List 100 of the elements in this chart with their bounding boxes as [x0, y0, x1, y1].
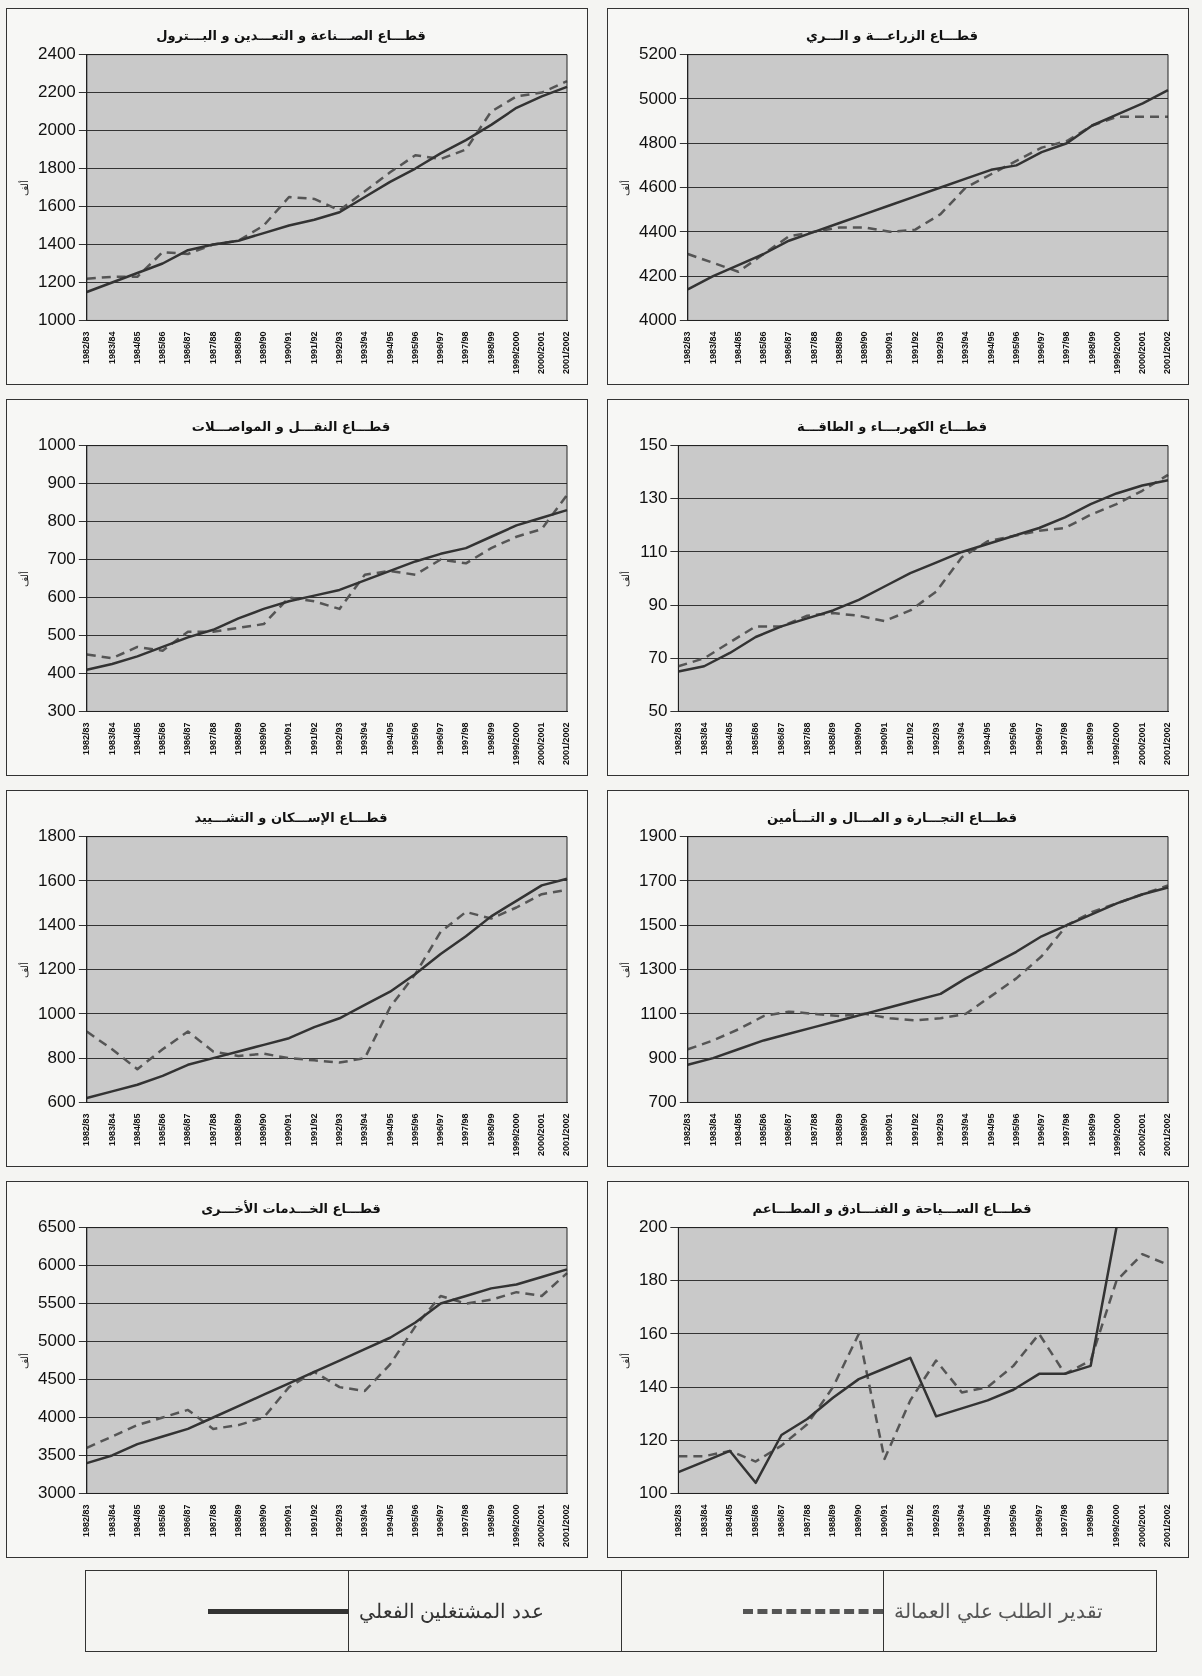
- x-tick-label: 1985/86: [157, 1113, 168, 1146]
- y-tick-label: 1000: [37, 435, 76, 455]
- y-axis-title: ألف: [17, 570, 30, 587]
- x-tick-label: 1984/85: [732, 1113, 743, 1146]
- x-tick-label: 1993/94: [359, 1113, 370, 1146]
- x-tick-label: 1989/90: [258, 1504, 269, 1537]
- x-tick-label: 1996/97: [435, 1504, 446, 1537]
- x-tick-label: 2001/2002: [1162, 331, 1173, 374]
- x-tick-label: 1992/93: [930, 722, 941, 755]
- x-tick-label: 1990/91: [283, 1504, 294, 1537]
- x-tick-label: 1986/87: [182, 331, 193, 364]
- x-tick-label: 1987/88: [207, 331, 218, 364]
- y-tick-label: 150: [638, 435, 668, 455]
- x-tick-label: 1991/92: [308, 1113, 319, 1146]
- x-tick-label: 1993/94: [359, 1504, 370, 1537]
- x-tick-label: 1994/95: [982, 1504, 993, 1537]
- x-tick-label: 1995/96: [1010, 1113, 1021, 1146]
- y-axis-title: ألف: [17, 961, 30, 978]
- x-tick-label: 1992/93: [935, 331, 946, 364]
- y-tick-label: 3500: [37, 1445, 76, 1465]
- chart-title: قطـــاع الزراعـــة و الـــري: [805, 28, 979, 44]
- x-tick-label: 1990/91: [283, 1113, 294, 1146]
- y-tick-label: 100: [638, 1483, 668, 1503]
- y-tick-label: 900: [648, 1047, 677, 1067]
- y-tick-label: 110: [640, 541, 668, 561]
- x-tick-label: 2000/2001: [1137, 331, 1148, 374]
- y-tick-label: 1500: [638, 914, 677, 934]
- x-tick-label: 1988/89: [833, 1113, 844, 1146]
- y-tick-label: 180: [638, 1270, 668, 1290]
- x-tick-label: 1990/91: [884, 331, 895, 364]
- x-tick-label: 1991/92: [909, 1113, 920, 1146]
- x-tick-label: 1985/86: [157, 1504, 168, 1537]
- x-tick-label: 1988/89: [232, 1504, 243, 1537]
- x-tick-label: 1982/83: [682, 1113, 693, 1146]
- x-tick-label: 1986/87: [182, 1504, 193, 1537]
- x-tick-label: 1991/92: [904, 722, 915, 755]
- x-tick-label: 1997/98: [460, 331, 471, 364]
- x-tick-label: 1994/95: [384, 1504, 395, 1537]
- x-tick-label: 1990/91: [879, 1504, 890, 1537]
- x-tick-label: 1999/2000: [1111, 331, 1122, 374]
- x-tick-label: 1993/94: [960, 1113, 971, 1146]
- y-tick-label: 600: [47, 587, 76, 607]
- x-tick-label: 2001/2002: [561, 331, 572, 374]
- x-tick-label: 1985/86: [758, 1113, 769, 1146]
- x-tick-label: 1996/97: [435, 1113, 446, 1146]
- x-tick-label: 1991/92: [308, 1504, 319, 1537]
- y-tick-label: 600: [47, 1092, 76, 1112]
- y-tick-label: 120: [638, 1429, 668, 1449]
- x-tick-label: 2000/2001: [536, 1504, 547, 1547]
- x-tick-label: 1998/99: [1086, 331, 1097, 364]
- x-tick-label: 1998/99: [1085, 1504, 1096, 1537]
- y-tick-label: 1900: [638, 826, 677, 846]
- y-tick-label: 5500: [37, 1293, 76, 1313]
- x-tick-label: 2001/2002: [561, 1504, 572, 1547]
- x-tick-label: 1994/95: [985, 331, 996, 364]
- x-tick-label: 1982/83: [81, 1113, 92, 1146]
- x-tick-label: 1987/88: [801, 722, 812, 755]
- x-tick-label: 1989/90: [258, 1113, 269, 1146]
- x-tick-label: 1996/97: [1033, 722, 1044, 755]
- y-tick-label: 1800: [37, 826, 76, 846]
- x-tick-label: 1983/84: [106, 1113, 117, 1146]
- y-tick-label: 200: [638, 1217, 668, 1237]
- x-tick-label: 1984/85: [131, 1504, 142, 1537]
- x-tick-label: 1995/96: [409, 1504, 420, 1537]
- x-tick-label: 1996/97: [1033, 1504, 1044, 1537]
- x-tick-label: 2001/2002: [561, 1113, 572, 1156]
- x-tick-label: 1999/2000: [510, 722, 521, 765]
- x-tick-label: 1989/90: [258, 722, 269, 755]
- x-tick-label: 1995/96: [1007, 1504, 1018, 1537]
- x-tick-label: 1994/95: [384, 722, 395, 755]
- chart-title: قطـــاع النقـــل و المواصـــلات: [191, 419, 391, 435]
- y-tick-label: 3000: [37, 1483, 76, 1503]
- y-tick-label: 70: [648, 647, 668, 667]
- x-tick-label: 1997/98: [1061, 331, 1072, 364]
- x-tick-label: 1987/88: [207, 722, 218, 755]
- x-tick-label: 1995/96: [409, 722, 420, 755]
- y-tick-label: 1100: [640, 1003, 677, 1023]
- y-axis-title: ألف: [618, 1352, 631, 1369]
- y-tick-label: 4000: [37, 1407, 76, 1427]
- y-tick-label: 5200: [638, 44, 677, 64]
- x-tick-label: 1983/84: [106, 331, 117, 364]
- chart-title: قطـــاع الخـــدمات الأخـــرى: [201, 1200, 381, 1217]
- x-tick-label: 1995/96: [1007, 722, 1018, 755]
- y-tick-label: 1400: [37, 914, 76, 934]
- x-tick-label: 1997/98: [460, 722, 471, 755]
- x-tick-label: 1997/98: [1061, 1113, 1072, 1146]
- x-tick-label: 1997/98: [1059, 1504, 1070, 1537]
- y-tick-label: 1000: [37, 310, 76, 330]
- x-tick-label: 1988/89: [232, 331, 243, 364]
- x-tick-label: 1992/93: [930, 1504, 941, 1537]
- x-tick-label: 1982/83: [81, 331, 92, 364]
- x-tick-label: 1996/97: [435, 722, 446, 755]
- x-tick-label: 1999/2000: [1110, 1504, 1121, 1547]
- x-tick-label: 1997/98: [460, 1504, 471, 1537]
- x-tick-label: 1998/99: [1086, 1113, 1097, 1146]
- x-tick-label: 1986/87: [182, 722, 193, 755]
- y-tick-label: 1600: [37, 196, 76, 216]
- x-tick-label: 1989/90: [853, 722, 864, 755]
- x-tick-label: 1987/88: [808, 331, 819, 364]
- text: عدد المشتغلين الفعلي: [357, 1599, 545, 1625]
